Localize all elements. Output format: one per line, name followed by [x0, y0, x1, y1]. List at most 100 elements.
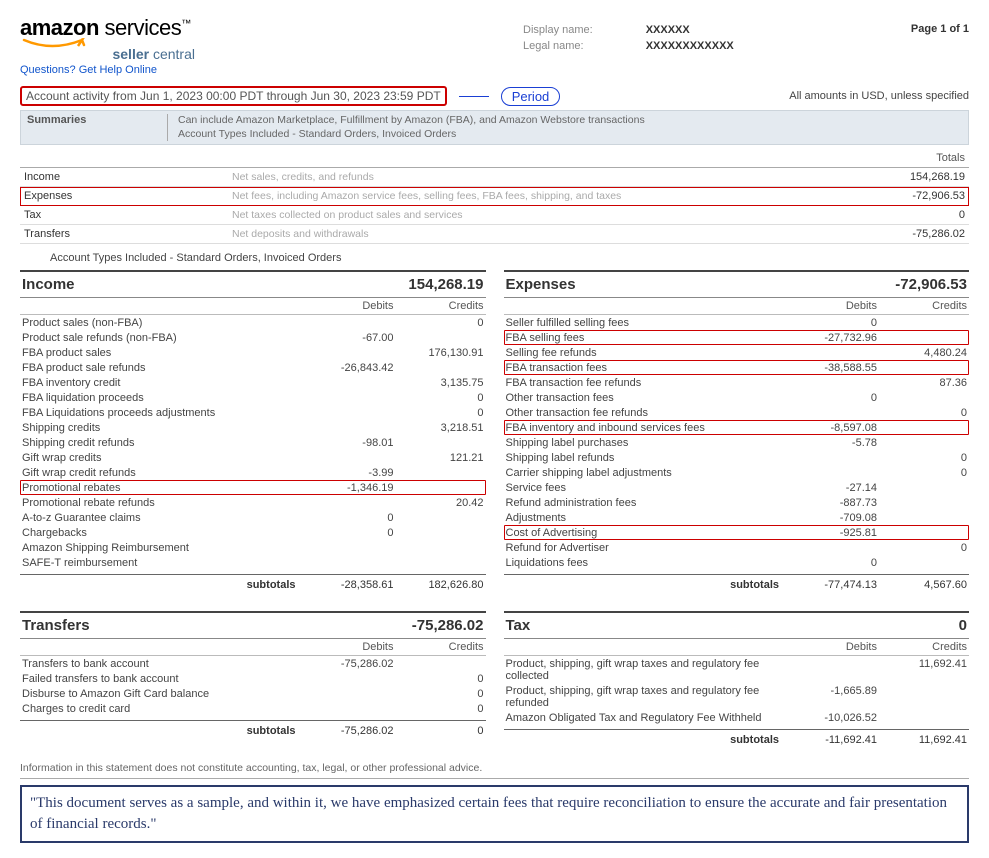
line-item-credit: 20.42	[394, 497, 484, 509]
summaries-label: Summaries	[27, 114, 168, 141]
debits-label: Debits	[787, 300, 877, 312]
summary-row-label: Income	[20, 168, 228, 187]
line-item: FBA product sales176,130.91	[20, 345, 486, 360]
logo: amazon services™ seller central	[20, 15, 969, 62]
line-item: Service fees-27.14	[504, 480, 970, 495]
line-item-label: Adjustments	[506, 512, 788, 524]
line-item-label: Chargebacks	[22, 527, 304, 539]
help-link[interactable]: Questions? Get Help Online	[20, 64, 969, 76]
summary-row-label: Transfers	[20, 225, 228, 244]
line-item-debit: -8,597.08	[787, 422, 877, 434]
line-item: Other transaction fee refunds 0	[504, 405, 970, 420]
display-name-label: Display name:	[522, 23, 643, 37]
line-item-credit	[394, 332, 484, 344]
line-item: Other transaction fees0	[504, 390, 970, 405]
line-item-label: Selling fee refunds	[506, 347, 788, 359]
summary-row-label: Tax	[20, 206, 228, 225]
line-item-label: Seller fulfilled selling fees	[506, 317, 788, 329]
line-item-credit: 0	[394, 317, 484, 329]
line-item-debit	[304, 688, 394, 700]
line-item-credit: 0	[394, 703, 484, 715]
line-item: FBA inventory and inbound services fees-…	[504, 420, 970, 435]
summary-row-desc: Net sales, credits, and refunds	[228, 168, 867, 187]
line-item-label: Product sales (non-FBA)	[22, 317, 304, 329]
line-item-debit	[304, 407, 394, 419]
line-item-debit	[304, 422, 394, 434]
line-item-debit	[304, 542, 394, 554]
line-item-label: Gift wrap credit refunds	[22, 467, 304, 479]
line-item-label: Disburse to Amazon Gift Card balance	[22, 688, 304, 700]
line-item-debit: -5.78	[787, 437, 877, 449]
line-item-credit: 0	[394, 407, 484, 419]
income-subtotals: subtotals -28,358.61 182,626.80	[20, 574, 486, 595]
tax-subtotals: subtotals -11,692.41 11,692.41	[504, 729, 970, 750]
tax-total: 0	[959, 617, 967, 634]
line-item-label: Amazon Obligated Tax and Regulatory Fee …	[506, 712, 788, 724]
line-item-label: Other transaction fees	[506, 392, 788, 404]
line-item-credit	[877, 392, 967, 404]
logo-word-services: services™	[105, 15, 191, 40]
summary-row-desc: Net deposits and withdrawals	[228, 225, 867, 244]
debits-label: Debits	[304, 300, 394, 312]
line-item-label: FBA Liquidations proceeds adjustments	[22, 407, 304, 419]
line-item: FBA selling fees-27,732.96	[504, 330, 970, 345]
transfers-title: Transfers	[22, 617, 90, 634]
line-item: Selling fee refunds4,480.24	[504, 345, 970, 360]
summary-row-desc: Net taxes collected on product sales and…	[228, 206, 867, 225]
line-item-label: Failed transfers to bank account	[22, 673, 304, 685]
period-row: Account activity from Jun 1, 2023 00:00 …	[20, 86, 969, 106]
income-title: Income	[22, 276, 75, 293]
line-item: FBA transaction fees-38,588.55	[504, 360, 970, 375]
line-item-label: FBA selling fees	[506, 332, 788, 344]
debits-label: Debits	[304, 641, 394, 653]
line-item-debit: -1,665.89	[787, 685, 877, 709]
line-item-credit: 0	[394, 392, 484, 404]
line-item-credit	[394, 512, 484, 524]
logo-word-amazon: amazon	[20, 15, 99, 40]
summary-row-value: 154,268.19	[867, 168, 969, 187]
line-item: Adjustments-709.08	[504, 510, 970, 525]
line-item-credit: 121.21	[394, 452, 484, 464]
summary-row: ExpensesNet fees, including Amazon servi…	[20, 187, 969, 206]
line-item: Charges to credit card0	[20, 701, 486, 716]
line-item: Gift wrap credits 121.21	[20, 450, 486, 465]
line-item: Chargebacks0	[20, 525, 486, 540]
tax-header: Tax 0	[504, 613, 970, 639]
line-item-label: Refund administration fees	[506, 497, 788, 509]
line-item-label: Other transaction fee refunds	[506, 407, 788, 419]
header: amazon services™ seller central Question…	[20, 15, 969, 76]
line-item: Shipping credits3,218.51	[20, 420, 486, 435]
line-item-credit	[877, 712, 967, 724]
line-item: Product, shipping, gift wrap taxes and r…	[504, 656, 970, 683]
disclaimer: Information in this statement does not c…	[20, 762, 969, 779]
transfers-subtotals: subtotals -75,286.02 0	[20, 720, 486, 741]
line-item-label: Promotional rebates	[22, 482, 304, 494]
line-item: Shipping label refunds0	[504, 450, 970, 465]
expenses-subtotals: subtotals -77,474.13 4,567.60	[504, 574, 970, 595]
line-item-label: Product sale refunds (non-FBA)	[22, 332, 304, 344]
line-item-debit: -3.99	[304, 467, 394, 479]
line-item-label: Gift wrap credits	[22, 452, 304, 464]
line-item-credit: 0	[877, 542, 967, 554]
line-item-label: SAFE-T reimbursement	[22, 557, 304, 569]
income-header: Income 154,268.19	[20, 270, 486, 298]
line-item-debit: -27.14	[787, 482, 877, 494]
line-item-credit: 0	[877, 407, 967, 419]
line-item-credit	[394, 557, 484, 569]
legal-name-label: Legal name:	[522, 39, 643, 53]
line-item-debit	[787, 377, 877, 389]
line-item-credit: 0	[394, 673, 484, 685]
line-item: Liquidations fees0	[504, 555, 970, 570]
debits-label: Debits	[787, 641, 877, 653]
line-item-debit	[304, 452, 394, 464]
line-item-label: FBA product sales	[22, 347, 304, 359]
logo-subtitle: seller central	[20, 46, 195, 62]
line-item-debit	[304, 497, 394, 509]
line-item-credit	[877, 512, 967, 524]
line-item: A-to-z Guarantee claims0	[20, 510, 486, 525]
left-column: Income 154,268.19 Debits Credits Product…	[20, 270, 486, 750]
line-item-label: Service fees	[506, 482, 788, 494]
line-item-debit: 0	[787, 557, 877, 569]
line-item-debit	[304, 377, 394, 389]
line-item: Disburse to Amazon Gift Card balance0	[20, 686, 486, 701]
